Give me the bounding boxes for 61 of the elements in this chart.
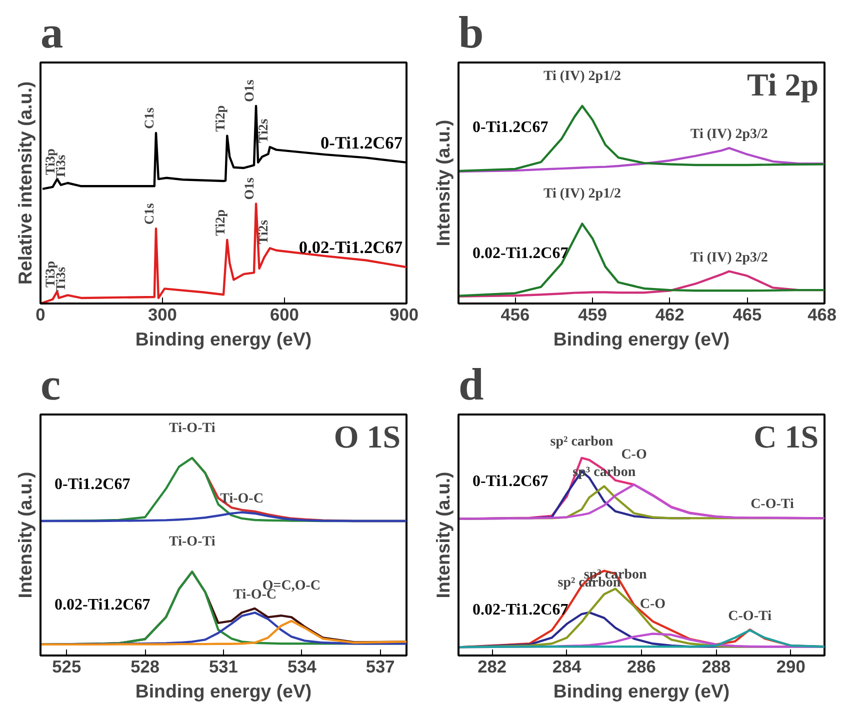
y-axis-title: Relative intensity (a.u.) <box>14 81 36 285</box>
annotation: Ti2s <box>255 220 270 244</box>
x-tick-label: 468 <box>808 304 837 324</box>
x-axis-title: Binding energy (eV) <box>135 328 312 350</box>
x-tick-label: 288 <box>702 656 732 676</box>
text: C 1S <box>754 418 818 454</box>
annotation: C-O <box>621 448 647 463</box>
series-label: 0-Ti1.2C67 <box>320 133 403 152</box>
series-label: 0.02-Ti1.2C67 <box>298 238 403 258</box>
x-tick-label: 465 <box>732 304 762 324</box>
x-tick-label: 290 <box>776 656 806 676</box>
annotation: Ti2s <box>255 118 270 144</box>
x-tick-label: 528 <box>130 656 160 676</box>
series-label: 0-Ti1.2C67 <box>54 476 130 493</box>
text: O 1S <box>334 418 400 454</box>
x-tick-label: 531 <box>209 656 238 676</box>
chart-title: c <box>40 360 61 410</box>
x-tick-label: 282 <box>478 656 507 676</box>
annotation: C-O-Ti <box>750 496 794 512</box>
annotation: Ti-O-C <box>220 491 264 506</box>
x-tick-label: 600 <box>270 304 299 324</box>
x-axis-title: Binding energy (eV) <box>135 680 312 702</box>
annotation: O1s <box>242 80 257 102</box>
chart-title: d <box>458 360 484 410</box>
annotation: C-O-Ti <box>728 609 772 624</box>
x-tick-label: 462 <box>655 304 684 324</box>
annotation: C-O <box>640 596 666 612</box>
annotation: Ti-O-Ti <box>169 420 216 436</box>
text: Ti 2p <box>747 66 818 102</box>
x-tick-label: 900 <box>390 304 419 324</box>
x-tick-label: 0 <box>36 304 46 324</box>
annotation: C1s <box>141 203 156 225</box>
x-tick-label: 286 <box>627 656 656 676</box>
annotation: Ti (IV) 2p3/2 <box>690 127 768 142</box>
y-axis-title: Intensity (a.u.) <box>432 472 454 598</box>
x-tick-label: 534 <box>287 656 317 676</box>
y-axis-title: Intensity (a.u.) <box>14 472 36 598</box>
series-label: 0-Ti1.2C67 <box>472 473 548 490</box>
x-axis-title: Binding energy (eV) <box>553 680 730 702</box>
chart-title: a <box>40 8 64 58</box>
annotation: Ti (IV) 2p1/2 <box>543 186 621 202</box>
x-axis-title: Binding energy (eV) <box>553 328 730 350</box>
series-label: 0.02-Ti1.2C67 <box>54 596 150 614</box>
x-tick-label: 459 <box>578 304 607 324</box>
annotation: O1s <box>242 178 257 200</box>
x-tick-label: 284 <box>552 656 582 676</box>
chart-title: b <box>458 8 484 58</box>
x-tick-label: 300 <box>148 304 177 324</box>
series-label: 0-Ti1.2C67 <box>472 119 548 136</box>
y-axis-title: Intensity (a.u.) <box>432 120 454 246</box>
x-tick-label: 537 <box>366 656 395 676</box>
annotation: Ti2p <box>212 209 228 236</box>
annotation: Ti (IV) 2p3/2 <box>690 250 768 266</box>
annotation: Ti (IV) 2p1/2 <box>543 68 621 84</box>
annotation: Ti-O-Ti <box>169 534 216 550</box>
x-tick-label: 525 <box>52 656 82 676</box>
x-tick-label: 456 <box>500 304 530 324</box>
annotation: Ti3p <box>42 261 58 288</box>
annotation: sp² carbon <box>550 434 614 450</box>
annotation: C1s <box>141 108 156 130</box>
annotation: Ti2p <box>212 105 228 132</box>
